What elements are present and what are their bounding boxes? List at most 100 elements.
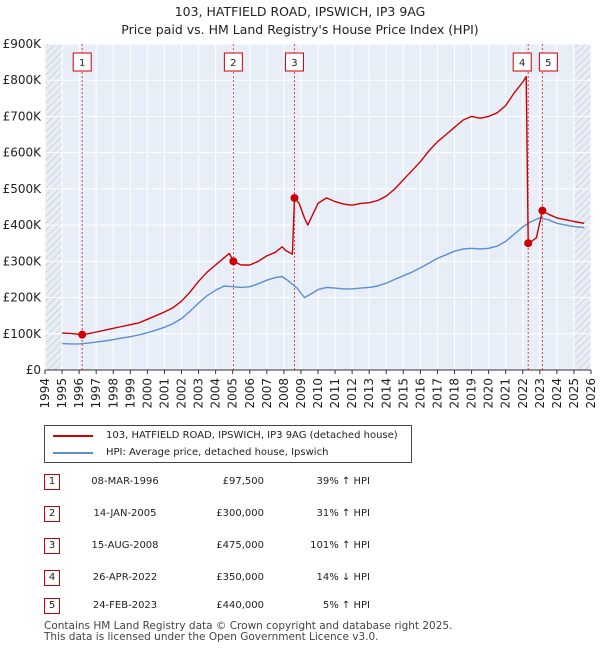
- sale-price: £475,000: [216, 540, 264, 551]
- sale-price: £350,000: [216, 572, 264, 583]
- x-tick-label: 2011: [328, 378, 342, 409]
- price-chart: £0 £100K £200K £300K £400K £500K £600K £700K £80…: [3, 37, 598, 409]
- x-tick-label: 2022: [516, 378, 530, 409]
- sale-hpi-diff: 101% ↑ HPI: [310, 540, 370, 551]
- sale-number-label: 3: [291, 58, 297, 69]
- x-tick-label: 2008: [277, 378, 291, 409]
- x-tick-label: 2016: [413, 378, 427, 409]
- x-tick-label: 1998: [106, 378, 120, 409]
- x-tick-label: 2004: [209, 378, 223, 409]
- x-tick-label: 2024: [550, 378, 564, 409]
- sale-number: 5: [44, 598, 60, 614]
- y-tick-label: £0: [26, 363, 41, 377]
- y-tick-label: £400K: [3, 218, 43, 232]
- sale-point: [538, 206, 547, 215]
- x-tick-label: 2001: [157, 378, 171, 409]
- x-tick-label: 2019: [465, 378, 479, 409]
- sale-number: 1: [44, 474, 60, 490]
- legend-property-swatch: [53, 435, 93, 437]
- footer-licence: This data is licensed under the Open Gov…: [44, 631, 379, 643]
- sale-price: £97,500: [222, 476, 264, 487]
- x-tick-label: 2020: [482, 378, 496, 409]
- y-tick-label: £100K: [3, 327, 43, 341]
- y-tick-label: £900K: [3, 37, 43, 51]
- legend-hpi-swatch: [53, 452, 93, 454]
- x-tick-label: 1996: [72, 378, 86, 409]
- chart-subtitle: Price paid vs. HM Land Registry's House …: [121, 22, 479, 37]
- x-tick-label: 2012: [345, 378, 359, 409]
- sale-number-label: 1: [79, 58, 85, 69]
- x-tick-label: 1999: [123, 378, 137, 409]
- x-tick-label: 2014: [379, 378, 393, 409]
- sale-hpi-diff: 14% ↓ HPI: [316, 572, 370, 583]
- sale-number: 4: [44, 570, 60, 586]
- legend: 103, HATFIELD ROAD, IPSWICH, IP3 9AG (de…: [44, 425, 412, 463]
- table-row: 5 24-FEB-2023 £440,000 5% ↑ HPI: [0, 596, 600, 616]
- footer-copyright: Contains HM Land Registry data © Crown c…: [44, 620, 453, 632]
- hatched-region: [573, 44, 591, 370]
- x-tick-label: 2018: [448, 378, 462, 409]
- legend-property-label: 103, HATFIELD ROAD, IPSWICH, IP3 9AG (de…: [106, 430, 398, 441]
- x-tick-label: 2013: [362, 378, 376, 409]
- sale-point: [78, 330, 87, 339]
- y-tick-label: £200K: [3, 291, 43, 305]
- sale-date: 08-MAR-1996: [91, 476, 159, 487]
- y-tick-label: £700K: [3, 109, 43, 123]
- x-tick-label: 2025: [567, 378, 581, 409]
- y-tick-label: £600K: [3, 146, 43, 160]
- sale-point: [229, 257, 238, 266]
- sale-number-label: 2: [230, 58, 236, 69]
- sale-date: 24-FEB-2023: [92, 600, 158, 611]
- hatched-region: [45, 44, 63, 370]
- sale-price: £440,000: [216, 600, 264, 611]
- table-row: 2 14-JAN-2005 £300,000 31% ↑ HPI: [0, 504, 600, 524]
- legend-hpi-label: HPI: Average price, detached house, Ipsw…: [106, 447, 329, 458]
- x-tick-label: 2015: [396, 378, 410, 409]
- x-tick-label: 2009: [294, 378, 308, 409]
- property-price-line: [62, 75, 585, 336]
- x-tick-label: 2010: [311, 378, 325, 409]
- x-tick-label: 2007: [260, 378, 274, 409]
- x-tick-label: 2003: [192, 378, 206, 409]
- sale-hpi-diff: 39% ↑ HPI: [316, 476, 370, 487]
- sale-date: 26-APR-2022: [92, 572, 158, 583]
- legend-hpi: HPI: Average price, detached house, Ipsw…: [53, 445, 328, 461]
- sale-number: 2: [44, 506, 60, 522]
- sale-number-label: 5: [545, 58, 551, 69]
- x-tick-label: 2002: [175, 378, 189, 409]
- sale-hpi-diff: 31% ↑ HPI: [316, 508, 370, 519]
- y-tick-label: £300K: [3, 254, 43, 268]
- sale-hpi-diff: 5% ↑ HPI: [322, 600, 370, 611]
- legend-property: 103, HATFIELD ROAD, IPSWICH, IP3 9AG (de…: [53, 428, 398, 444]
- sale-number-box: [512, 52, 532, 72]
- x-tick-label: 2026: [584, 378, 598, 409]
- sale-number-label: 4: [519, 58, 525, 69]
- x-tick-label: 2006: [243, 378, 257, 409]
- x-tick-label: 1997: [89, 378, 103, 409]
- x-tick-label: 2017: [430, 378, 444, 409]
- y-tick-label: £500K: [3, 182, 43, 196]
- sale-number-box: [72, 52, 92, 72]
- footer: Contains HM Land Registry data © Crown c…: [44, 621, 452, 643]
- sale-number-box: [223, 52, 243, 72]
- sale-point: [524, 239, 533, 248]
- sale-date: 15-AUG-2008: [91, 540, 159, 551]
- x-tick-label: 2005: [226, 378, 240, 409]
- table-row: 3 15-AUG-2008 £475,000 101% ↑ HPI: [0, 536, 600, 556]
- sale-number: 3: [44, 538, 60, 554]
- x-tick-label: 2021: [499, 378, 513, 409]
- x-tick-label: 1995: [55, 378, 69, 409]
- hpi-line: [62, 217, 585, 345]
- x-tick-label: 1994: [38, 378, 52, 409]
- table-row: 1 08-MAR-1996 £97,500 39% ↑ HPI: [0, 472, 600, 492]
- y-tick-label: £800K: [3, 73, 43, 87]
- x-tick-label: 2000: [140, 378, 154, 409]
- table-row: 4 26-APR-2022 £350,000 14% ↓ HPI: [0, 568, 600, 588]
- sale-number-box: [538, 52, 558, 72]
- x-tick-label: 2023: [533, 378, 547, 409]
- sale-date: 14-JAN-2005: [93, 508, 157, 519]
- sale-price: £300,000: [216, 508, 264, 519]
- sale-point: [290, 193, 299, 202]
- sale-number-box: [284, 52, 304, 72]
- chart-title: 103, HATFIELD ROAD, IPSWICH, IP3 9AG: [174, 4, 426, 19]
